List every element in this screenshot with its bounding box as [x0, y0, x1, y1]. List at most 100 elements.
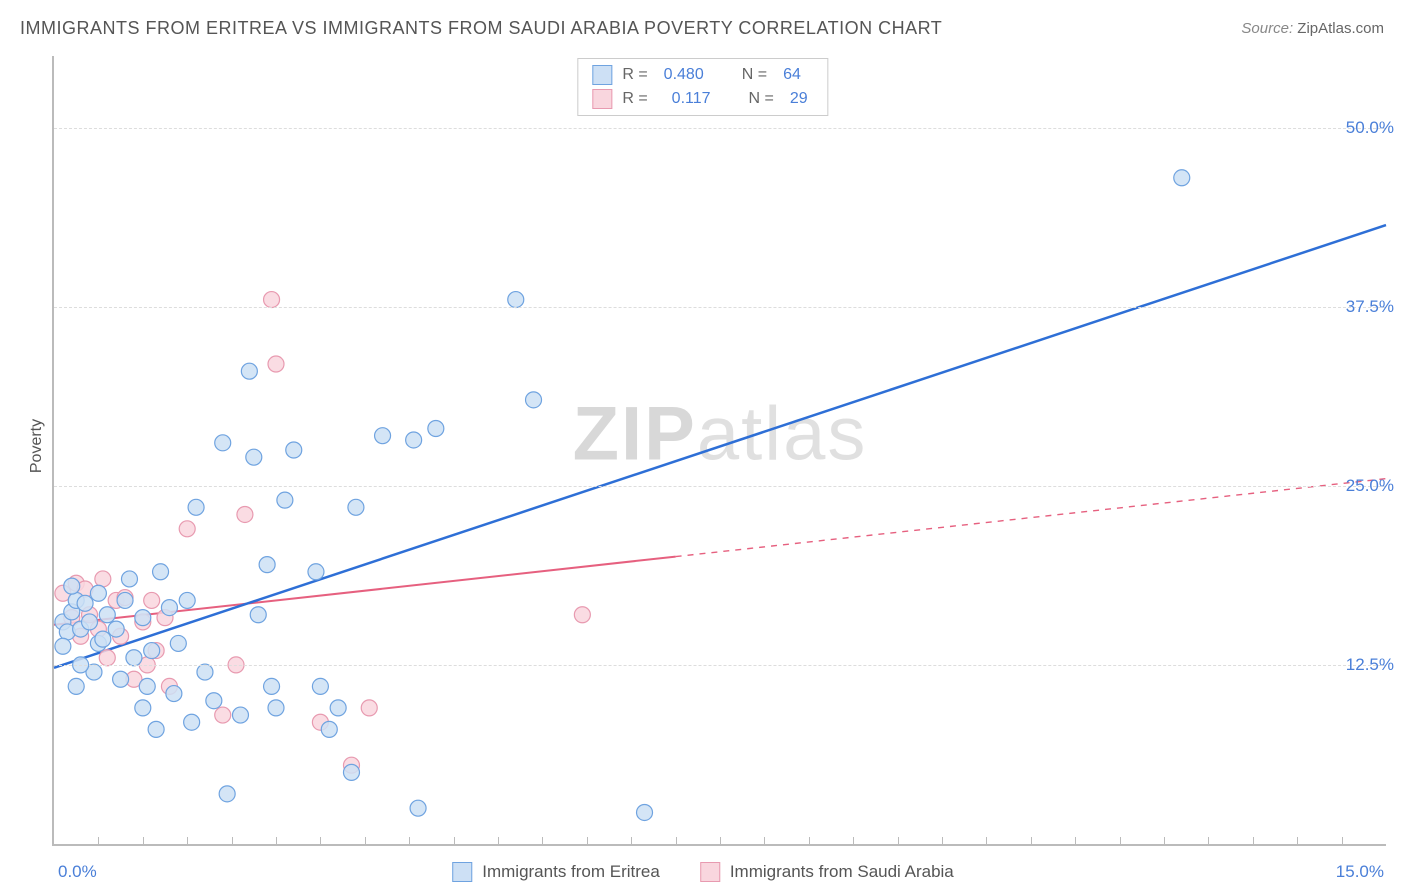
source-label: Source:: [1241, 20, 1293, 37]
scatter-point: [144, 592, 160, 608]
scatter-point: [55, 638, 71, 654]
legend-row-saudi: R = 0.117 N = 29: [592, 87, 813, 111]
legend-item-saudi: Immigrants from Saudi Arabia: [700, 862, 954, 882]
scatter-point: [90, 585, 106, 601]
scatter-point: [68, 678, 84, 694]
x-minor-tick: [454, 837, 455, 845]
x-minor-tick: [1342, 837, 1343, 845]
scatter-point: [330, 700, 346, 716]
scatter-point: [343, 764, 359, 780]
scatter-point: [108, 621, 124, 637]
legend-row-eritrea: R = 0.480 N = 64: [592, 63, 813, 87]
y-tick-label: 12.5%: [1346, 655, 1394, 675]
plot-area: ZIPatlas: [52, 56, 1386, 846]
scatter-point: [312, 678, 328, 694]
scatter-point: [82, 614, 98, 630]
scatter-point: [508, 292, 524, 308]
scatter-point: [277, 492, 293, 508]
scatter-point: [250, 607, 266, 623]
R-label: R =: [622, 90, 647, 108]
scatter-point: [148, 721, 164, 737]
scatter-point: [268, 356, 284, 372]
scatter-point: [64, 578, 80, 594]
scatter-point: [1174, 170, 1190, 186]
scatter-point: [179, 592, 195, 608]
scatter-point: [135, 610, 151, 626]
scatter-point: [232, 707, 248, 723]
x-minor-tick: [232, 837, 233, 845]
scatter-point: [259, 557, 275, 573]
x-minor-tick: [1120, 837, 1121, 845]
chart-title: IMMIGRANTS FROM ERITREA VS IMMIGRANTS FR…: [20, 18, 942, 39]
gridline-h: [54, 665, 1386, 666]
legend-item-eritrea: Immigrants from Eritrea: [452, 862, 660, 882]
scatter-point: [321, 721, 337, 737]
scatter-point: [264, 678, 280, 694]
x-minor-tick: [409, 837, 410, 845]
scatter-point: [135, 700, 151, 716]
scatter-point: [574, 607, 590, 623]
y-tick-label: 25.0%: [1346, 476, 1394, 496]
scatter-point: [99, 607, 115, 623]
scatter-point: [161, 600, 177, 616]
scatter-point: [188, 499, 204, 515]
scatter-point: [95, 571, 111, 587]
scatter-point: [308, 564, 324, 580]
N-value-saudi: 29: [784, 90, 814, 108]
R-value-eritrea: 0.480: [658, 66, 710, 84]
x-minor-tick: [986, 837, 987, 845]
scatter-point: [406, 432, 422, 448]
x-minor-tick: [898, 837, 899, 845]
swatch-eritrea: [592, 65, 612, 85]
source-attribution: Source: ZipAtlas.com: [1241, 20, 1384, 37]
scatter-point: [139, 678, 155, 694]
scatter-point: [237, 506, 253, 522]
x-minor-tick: [676, 837, 677, 845]
N-label: N =: [749, 90, 774, 108]
scatter-point: [170, 635, 186, 651]
x-minor-tick: [1031, 837, 1032, 845]
x-tick-min: 0.0%: [58, 862, 97, 882]
x-minor-tick: [942, 837, 943, 845]
scatter-point: [375, 428, 391, 444]
x-minor-tick: [1297, 837, 1298, 845]
x-tick-max: 15.0%: [1336, 862, 1384, 882]
x-minor-tick: [587, 837, 588, 845]
x-minor-tick: [1208, 837, 1209, 845]
series-legend: Immigrants from Eritrea Immigrants from …: [452, 862, 954, 882]
correlation-legend: R = 0.480 N = 64 R = 0.117 N = 29: [577, 58, 828, 116]
legend-label-eritrea: Immigrants from Eritrea: [482, 862, 660, 882]
x-minor-tick: [276, 837, 277, 845]
swatch-eritrea-icon: [452, 862, 472, 882]
y-tick-label: 37.5%: [1346, 297, 1394, 317]
scatter-point: [184, 714, 200, 730]
R-value-saudi: 0.117: [658, 90, 717, 108]
scatter-point: [526, 392, 542, 408]
scatter-point: [95, 631, 111, 647]
scatter-point: [121, 571, 137, 587]
scatter-point: [361, 700, 377, 716]
gridline-h: [54, 307, 1386, 308]
x-minor-tick: [1253, 837, 1254, 845]
scatter-point: [286, 442, 302, 458]
x-minor-tick: [809, 837, 810, 845]
gridline-h: [54, 486, 1386, 487]
x-minor-tick: [853, 837, 854, 845]
y-axis-label: Poverty: [28, 419, 46, 473]
x-minor-tick: [498, 837, 499, 845]
gridline-h: [54, 128, 1386, 129]
swatch-saudi: [592, 89, 612, 109]
x-minor-tick: [764, 837, 765, 845]
R-label: R =: [622, 66, 647, 84]
scatter-point: [637, 804, 653, 820]
scatter-point: [215, 707, 231, 723]
scatter-point: [215, 435, 231, 451]
scatter-point: [410, 800, 426, 816]
scatter-point: [179, 521, 195, 537]
scatter-point: [241, 363, 257, 379]
x-minor-tick: [365, 837, 366, 845]
scatter-point: [117, 592, 133, 608]
scatter-point: [206, 693, 222, 709]
scatter-point: [197, 664, 213, 680]
x-minor-tick: [1164, 837, 1165, 845]
